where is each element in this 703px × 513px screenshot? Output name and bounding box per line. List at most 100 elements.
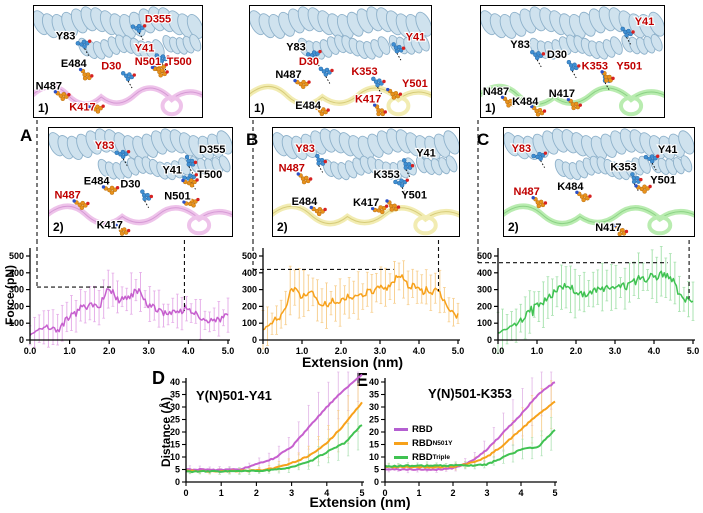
svg-text:1): 1) <box>254 101 265 115</box>
svg-text:T500: T500 <box>167 56 192 68</box>
svg-text:E484: E484 <box>61 58 88 70</box>
svg-text:0.0: 0.0 <box>24 346 37 356</box>
svg-text:4: 4 <box>518 488 523 498</box>
svg-text:5: 5 <box>374 465 379 475</box>
svg-text:0: 0 <box>175 477 180 487</box>
svg-text:4.0: 4.0 <box>648 346 661 356</box>
svg-text:N487: N487 <box>275 69 301 81</box>
svg-text:20: 20 <box>170 427 180 437</box>
panel-letter-d: D <box>152 368 165 388</box>
structure-panel-n501y-1: Y83 Y41 D30 K353 N487 Y501 E484 K417 1) <box>249 5 432 118</box>
svg-text:35: 35 <box>170 390 180 400</box>
svg-text:500: 500 <box>9 251 24 261</box>
structure-panel-rbd-2: Y83 D355 Y41 D30 E484 T500 N487 N501 K417 2) <box>48 127 233 237</box>
panel-letter-a: A <box>20 126 33 145</box>
svg-text:N487: N487 <box>279 162 305 174</box>
panel-letter-e: E <box>356 370 369 390</box>
svg-text:K353: K353 <box>351 66 377 78</box>
svg-text:4.0: 4.0 <box>182 346 195 356</box>
svg-text:5.0: 5.0 <box>452 346 465 356</box>
svg-text:2): 2) <box>53 220 64 234</box>
svg-text:0: 0 <box>252 335 257 345</box>
svg-text:10: 10 <box>170 452 180 462</box>
force-chart-rbd: 0 100 200 300 400 500 0.0 1.0 2.0 3.0 4.0 5.0 <box>9 240 234 356</box>
svg-text:0.0: 0.0 <box>492 346 505 356</box>
svg-text:Y83: Y83 <box>286 41 306 53</box>
svg-text:35: 35 <box>369 390 379 400</box>
svg-text:300: 300 <box>9 285 24 295</box>
svg-text:3.0: 3.0 <box>374 346 387 356</box>
svg-text:25: 25 <box>369 415 379 425</box>
svg-text:15: 15 <box>369 440 379 450</box>
svg-text:Y41: Y41 <box>658 144 678 156</box>
svg-text:E484: E484 <box>292 196 319 208</box>
svg-text:Y501: Y501 <box>616 60 642 72</box>
svg-text:D30: D30 <box>299 56 319 68</box>
svg-text:N501: N501 <box>135 56 161 68</box>
panel-letter-c: C <box>477 130 490 149</box>
svg-text:0: 0 <box>374 477 379 487</box>
legend-item-triple: RBD Triple <box>394 452 452 463</box>
svg-text:Y83: Y83 <box>510 39 530 51</box>
svg-text:E484: E484 <box>84 175 111 187</box>
svg-text:4.0: 4.0 <box>413 346 426 356</box>
svg-text:5: 5 <box>359 488 364 498</box>
svg-text:2: 2 <box>450 488 455 498</box>
svg-text:0: 0 <box>183 488 188 498</box>
svg-text:25: 25 <box>170 415 180 425</box>
svg-text:1): 1) <box>38 101 49 115</box>
svg-text:K417: K417 <box>355 94 381 106</box>
legend-label-triple: RBD <box>412 452 433 463</box>
svg-text:300: 300 <box>242 285 257 295</box>
svg-text:100: 100 <box>9 318 24 328</box>
force-chart-n501y: 0 100 200 300 400 500 0.0 1.0 2.0 3.0 4.0 5.0 <box>242 240 465 356</box>
svg-text:K353: K353 <box>610 161 636 173</box>
svg-text:30: 30 <box>369 402 379 412</box>
svg-text:3.0: 3.0 <box>609 346 622 356</box>
legend-sup-triple: Triple <box>432 454 450 461</box>
legend-label-n501y: RBD <box>412 438 433 449</box>
svg-text:0: 0 <box>19 335 24 345</box>
svg-text:2): 2) <box>508 220 519 234</box>
distance-xaxis-title: Extension (nm) <box>309 494 411 510</box>
legend-swatch-rbd <box>394 428 408 431</box>
svg-text:D30: D30 <box>101 60 121 72</box>
svg-text:N487: N487 <box>483 86 509 98</box>
svg-text:10: 10 <box>369 452 379 462</box>
svg-text:1): 1) <box>485 101 496 115</box>
panel-letter-b: B <box>246 130 259 149</box>
structure-panel-triple-1: Y41 Y83 D30 K353 Y501 N487 K484 N417 1) <box>480 5 665 118</box>
svg-text:Y83: Y83 <box>95 140 115 152</box>
svg-text:1: 1 <box>416 488 421 498</box>
svg-text:Y501: Y501 <box>401 189 427 201</box>
legend-swatch-n501y <box>394 442 408 445</box>
distance-chart-k353: 0 5 10 15 20 25 30 35 40 0 1 2 3 4 5 <box>369 371 558 498</box>
svg-text:100: 100 <box>242 318 257 328</box>
svg-text:Y41: Y41 <box>135 43 155 55</box>
svg-text:1.0: 1.0 <box>63 346 76 356</box>
svg-text:Y41: Y41 <box>416 147 436 159</box>
svg-text:2.0: 2.0 <box>103 346 116 356</box>
legend-item-n501y: RBD N501Y <box>394 438 452 449</box>
svg-text:N487: N487 <box>514 186 540 198</box>
svg-text:N487: N487 <box>36 80 62 92</box>
svg-text:400: 400 <box>477 268 492 278</box>
svg-text:3: 3 <box>484 488 489 498</box>
force-chart-triple: 0 100 200 300 400 500 0.0 1.0 2.0 3.0 4.0 5.0 <box>477 240 700 356</box>
svg-text:400: 400 <box>9 268 24 278</box>
structure-panel-n501y-2: Y83 Y41 N487 K353 E484 K417 Y501 2) <box>272 127 460 237</box>
svg-text:E484: E484 <box>295 100 322 112</box>
svg-text:D30: D30 <box>547 49 567 61</box>
svg-text:400: 400 <box>242 268 257 278</box>
svg-text:5.0: 5.0 <box>687 346 700 356</box>
distance-chart-k353-title: Y(N)501-K353 <box>428 386 512 401</box>
svg-text:N501: N501 <box>164 191 190 203</box>
svg-text:N417: N417 <box>549 88 575 100</box>
svg-text:1.0: 1.0 <box>296 346 309 356</box>
svg-text:K484: K484 <box>512 96 539 108</box>
svg-text:D355: D355 <box>199 144 225 156</box>
svg-text:2): 2) <box>277 220 288 234</box>
svg-text:K484: K484 <box>557 181 584 193</box>
svg-text:300: 300 <box>477 285 492 295</box>
